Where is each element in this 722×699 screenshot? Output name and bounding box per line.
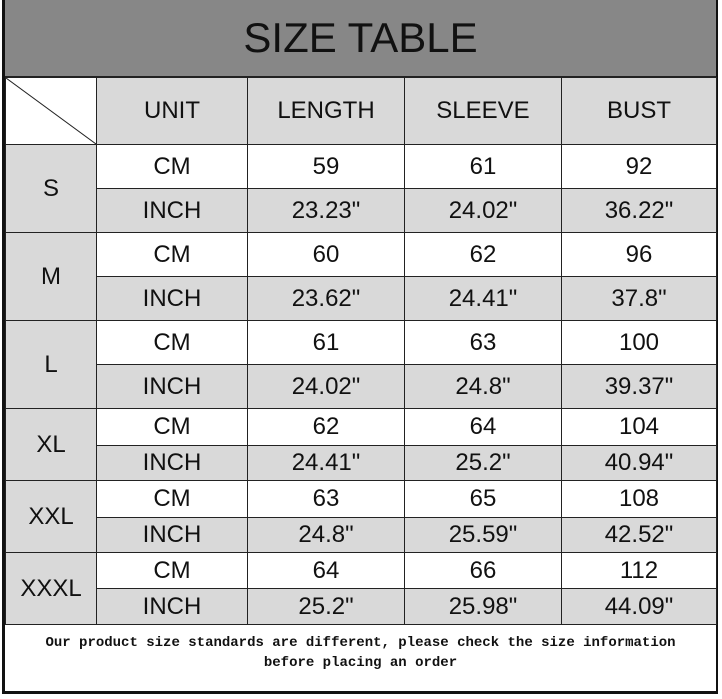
length-cell: 61 <box>247 320 405 365</box>
unit-cell: CM <box>96 232 248 277</box>
unit-cell: CM <box>96 480 248 518</box>
table-row: XXL CM 63 65 108 <box>5 480 717 553</box>
unit-cell: INCH <box>96 445 248 481</box>
sleeve-cell: 64 <box>404 408 562 446</box>
size-table: UNIT LENGTH SLEEVE BUST S CM 59 61 92 INCH 23.… <box>5 77 717 625</box>
length-cell: 62 <box>247 408 405 446</box>
sleeve-cell: 65 <box>404 480 562 518</box>
bust-cell: 112 <box>561 552 717 589</box>
table-row: L CM 61 63 100 <box>5 320 717 409</box>
table-row: INCH 24.41" 25.2" 40.94" <box>6 445 717 481</box>
length-cell: 24.8" <box>247 517 405 553</box>
unit-cell: CM <box>96 408 248 446</box>
unit-cell: INCH <box>96 517 248 553</box>
length-cell: 60 <box>247 232 405 277</box>
length-cell: 24.41" <box>247 445 405 481</box>
bust-cell: 92 <box>561 144 717 189</box>
unit-cell: INCH <box>96 188 248 233</box>
note-line-1: Our product size standards are different… <box>45 635 676 651</box>
sleeve-cell: 61 <box>404 144 562 189</box>
size-label: XXL <box>5 480 97 553</box>
sleeve-cell: 63 <box>404 320 562 365</box>
bust-cell: 42.52" <box>561 517 717 553</box>
bust-cell: 96 <box>561 232 717 277</box>
bust-cell: 44.09" <box>561 588 717 625</box>
header-bust: BUST <box>561 77 717 145</box>
size-note: Our product size standards are different… <box>5 624 716 691</box>
bust-cell: 40.94" <box>561 445 717 481</box>
unit-cell: CM <box>96 552 248 589</box>
sleeve-cell: 25.59" <box>404 517 562 553</box>
sleeve-cell: 24.02" <box>404 188 562 233</box>
table-row: INCH 25.2" 25.98" 44.09" <box>6 588 717 625</box>
size-label: XXXL <box>5 552 97 625</box>
sleeve-cell: 66 <box>404 552 562 589</box>
table-row: INCH 24.02" 24.8" 39.37" <box>6 364 717 409</box>
diagonal-line <box>6 78 96 144</box>
header-sleeve: SLEEVE <box>404 77 562 145</box>
unit-cell: INCH <box>96 588 248 625</box>
length-cell: 25.2" <box>247 588 405 625</box>
table-row: XL CM 62 64 104 <box>5 408 717 481</box>
table-row: INCH 23.23" 24.02" 36.22" <box>6 188 717 233</box>
bust-cell: 104 <box>561 408 717 446</box>
table-row: INCH 23.62" 24.41" 37.8" <box>6 276 717 321</box>
header-length: LENGTH <box>247 77 405 145</box>
bust-cell: 108 <box>561 480 717 518</box>
unit-cell: INCH <box>96 364 248 409</box>
length-cell: 23.62" <box>247 276 405 321</box>
bust-cell: 39.37" <box>561 364 717 409</box>
sleeve-cell: 62 <box>404 232 562 277</box>
table-row: M CM 60 62 96 <box>5 232 717 321</box>
size-label: XL <box>5 408 97 481</box>
unit-cell: CM <box>96 320 248 365</box>
size-label: L <box>5 320 97 409</box>
unit-cell: INCH <box>96 276 248 321</box>
size-label: S <box>5 144 97 233</box>
page-title: SIZE TABLE <box>5 0 716 77</box>
length-cell: 63 <box>247 480 405 518</box>
sleeve-cell: 24.8" <box>404 364 562 409</box>
table-row: INCH 24.8" 25.59" 42.52" <box>6 517 717 553</box>
sleeve-cell: 25.2" <box>404 445 562 481</box>
length-cell: 23.23" <box>247 188 405 233</box>
header-unit: UNIT <box>96 77 248 145</box>
bust-cell: 36.22" <box>561 188 717 233</box>
note-line-2: before placing an order <box>263 655 458 671</box>
length-cell: 64 <box>247 552 405 589</box>
bust-cell: 100 <box>561 320 717 365</box>
table-row: XXXL CM 64 66 112 <box>5 552 717 625</box>
sleeve-cell: 25.98" <box>404 588 562 625</box>
corner-cell <box>5 77 97 145</box>
length-cell: 59 <box>247 144 405 189</box>
table-row: S CM 59 61 92 <box>5 144 717 233</box>
header-row: UNIT LENGTH SLEEVE BUST <box>5 77 717 145</box>
bust-cell: 37.8" <box>561 276 717 321</box>
sleeve-cell: 24.41" <box>404 276 562 321</box>
unit-cell: CM <box>96 144 248 189</box>
size-label: M <box>5 232 97 321</box>
length-cell: 24.02" <box>247 364 405 409</box>
